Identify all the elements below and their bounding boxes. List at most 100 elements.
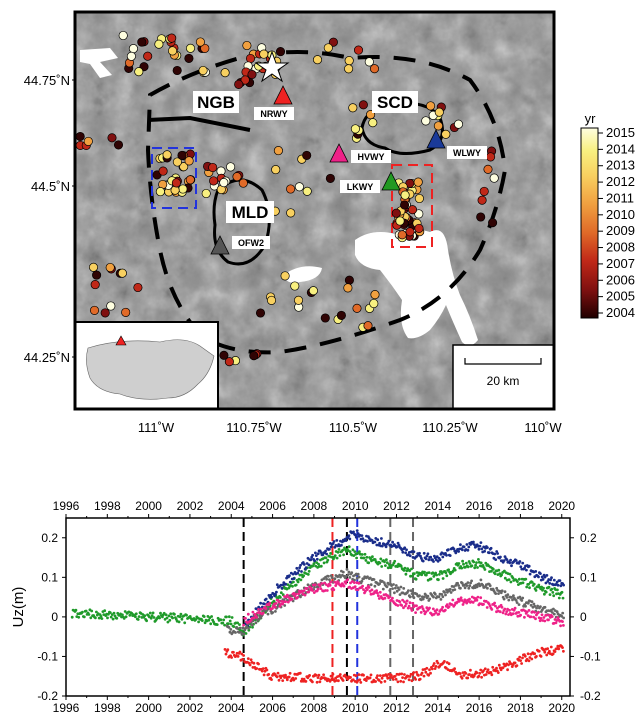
series-point	[516, 580, 519, 583]
series-point	[89, 616, 93, 620]
x-axis-top: 1996 1998 2000 2002 2004 2006 2008 2010 2012 2014…	[53, 499, 575, 518]
series-point	[478, 584, 482, 588]
series-point	[519, 613, 522, 617]
colorbar-label: 2012	[606, 174, 635, 189]
series-point	[420, 605, 424, 608]
series-point	[270, 678, 273, 681]
series-point	[541, 578, 545, 581]
series-point	[342, 584, 346, 588]
lon-label: 110.75˚W	[226, 420, 282, 435]
earthquake-point	[414, 209, 424, 219]
series-point	[302, 563, 306, 566]
series-point	[270, 595, 274, 599]
series-point	[546, 647, 549, 651]
series-point	[368, 576, 372, 580]
series-point	[422, 674, 426, 678]
series-point	[422, 551, 426, 555]
series-point	[329, 552, 332, 555]
series-point	[459, 543, 462, 547]
earthquake-point	[75, 131, 85, 142]
colorbar-label: 2009	[606, 223, 635, 238]
series-point	[496, 671, 500, 674]
series-point	[235, 627, 239, 630]
series-point	[360, 553, 364, 556]
series-point	[355, 556, 358, 560]
series-point	[169, 612, 173, 616]
series-point	[511, 598, 514, 602]
earthquake-point	[162, 150, 172, 160]
series-point	[491, 665, 495, 669]
earthquake-point	[158, 166, 168, 176]
series-point	[385, 558, 388, 562]
series-point	[532, 602, 536, 606]
series-point	[403, 673, 406, 676]
series-point	[328, 583, 332, 587]
series-point	[372, 578, 376, 581]
series-point	[483, 549, 486, 553]
series-point	[515, 664, 519, 667]
earthquake-point	[275, 47, 286, 57]
series-point	[410, 567, 413, 571]
series-point	[534, 589, 538, 592]
earthquake-point	[369, 64, 380, 74]
series-point	[468, 673, 471, 676]
series-point	[302, 574, 305, 578]
series-point	[318, 584, 322, 588]
series-point	[291, 584, 294, 588]
series-point	[262, 602, 266, 606]
series-point	[505, 610, 509, 613]
earthquake-point	[323, 43, 333, 53]
series-point	[103, 609, 107, 613]
earthquake-point	[308, 286, 318, 296]
series-point	[465, 543, 469, 546]
series-point	[502, 597, 506, 601]
series-point	[319, 551, 323, 554]
series-point	[322, 561, 326, 565]
series-point	[390, 674, 393, 677]
series-point	[228, 630, 232, 634]
series-point	[369, 583, 373, 587]
series-point	[556, 588, 559, 592]
station-triangle	[273, 85, 293, 105]
earthquake-point	[348, 103, 358, 113]
series-point	[561, 611, 565, 615]
earthquake-point	[328, 37, 338, 47]
series-point	[271, 611, 275, 614]
earthquake-point	[344, 275, 354, 285]
series-point	[424, 610, 428, 614]
earthquake-point	[368, 118, 378, 128]
earthquake-point	[234, 79, 244, 89]
series-point	[460, 581, 464, 585]
series-point	[544, 590, 548, 594]
earthquake-point	[179, 162, 189, 172]
series-point	[489, 546, 493, 550]
x-tick-label: 2016	[466, 701, 493, 715]
series-point	[391, 540, 394, 544]
station-triangle	[381, 171, 401, 191]
series-point	[319, 564, 323, 568]
series-point	[244, 632, 248, 635]
series-point	[420, 573, 424, 577]
series-point	[518, 655, 522, 659]
series-point	[447, 568, 450, 572]
lat-label: 44.25˚N	[24, 350, 70, 365]
series-point	[330, 576, 334, 579]
series-point	[333, 577, 337, 581]
series-point	[307, 563, 311, 567]
series-point	[378, 582, 381, 586]
earthquake-point	[195, 37, 205, 47]
series-point	[511, 576, 515, 580]
earthquake-point	[255, 308, 266, 318]
series-point	[279, 596, 282, 599]
series-point	[527, 582, 530, 586]
series-point	[385, 561, 389, 565]
series-point	[337, 548, 341, 551]
series-point	[528, 656, 532, 659]
series-point	[517, 577, 521, 581]
series-point	[166, 620, 170, 624]
series-point	[562, 616, 565, 620]
series-point	[207, 618, 211, 622]
series-point	[162, 611, 166, 615]
colorbar-gradient	[580, 127, 599, 319]
series-point	[548, 593, 552, 596]
